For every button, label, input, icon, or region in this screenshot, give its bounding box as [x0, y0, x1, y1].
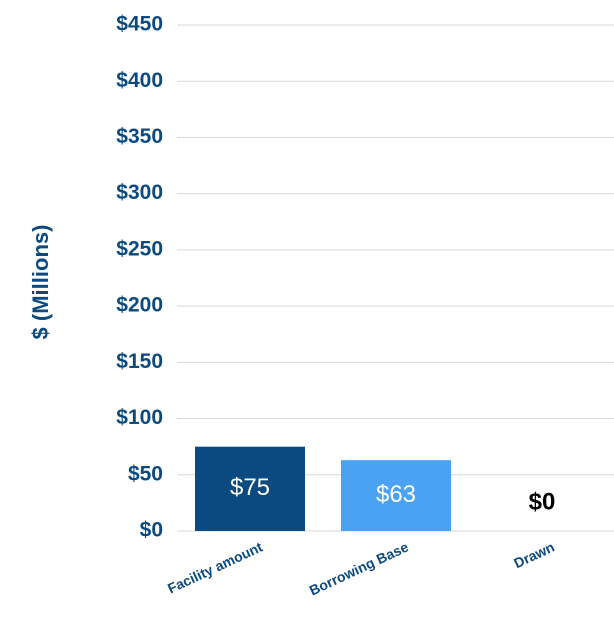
- x-tick-label: Facility amount: [165, 538, 265, 596]
- y-tick-label: $250: [116, 237, 163, 260]
- y-tick-label: $300: [116, 181, 163, 204]
- value-label: $63: [376, 481, 416, 508]
- value-label: $0: [529, 488, 556, 515]
- value-label: $75: [230, 474, 270, 501]
- bar: [195, 446, 305, 531]
- y-tick-label: $200: [116, 294, 163, 317]
- bar: [341, 460, 451, 531]
- x-tick-label: Borrowing Base: [307, 538, 411, 598]
- y-tick-label: $0: [140, 519, 163, 542]
- y-tick-label: $150: [116, 350, 163, 373]
- x-tick-label: Drawn: [511, 539, 557, 572]
- y-tick-label: $400: [116, 69, 163, 92]
- y-tick-label: $350: [116, 125, 163, 148]
- y-tick-label: $50: [128, 462, 163, 485]
- y-axis-label: $ (Millions): [28, 225, 53, 340]
- y-tick-label: $450: [116, 13, 163, 36]
- y-tick-label: $100: [116, 406, 163, 429]
